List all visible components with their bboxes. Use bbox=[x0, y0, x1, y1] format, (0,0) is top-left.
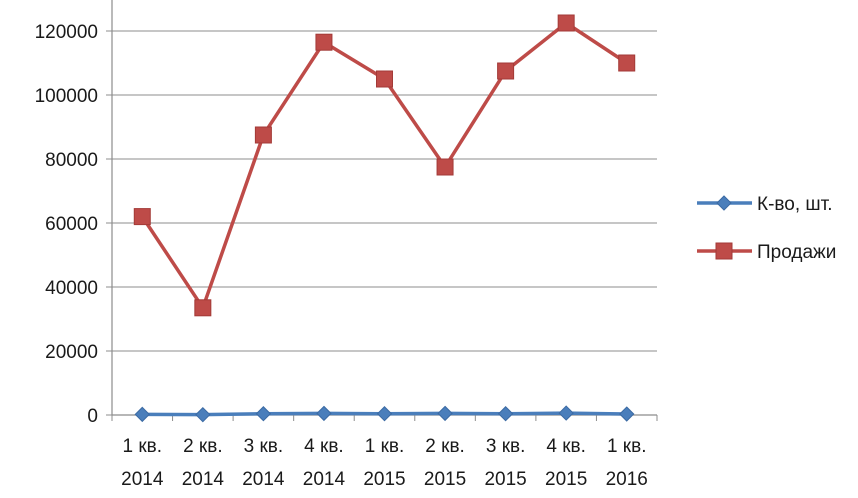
data-point bbox=[133, 208, 151, 226]
data-point bbox=[557, 14, 575, 32]
y-tick-label: 80000 bbox=[45, 150, 98, 171]
x-tick-label: 3 кв. 2014 bbox=[242, 436, 285, 490]
x-tick-label: 2 кв. 2015 bbox=[424, 436, 466, 490]
x-tick-label: 1 кв. 2015 bbox=[363, 436, 405, 490]
series-group bbox=[133, 14, 636, 423]
x-tick-label: 1 кв. 2014 bbox=[121, 436, 164, 490]
series-line bbox=[140, 21, 628, 310]
x-tick-label: 4 кв. 2015 bbox=[545, 436, 587, 490]
legend-label: К-во, шт. bbox=[757, 194, 833, 215]
x-tick-label: 1 кв. 2016 bbox=[606, 436, 648, 490]
legend-item: К-во, шт. bbox=[697, 194, 833, 215]
data-point bbox=[254, 126, 272, 144]
data-point bbox=[376, 70, 393, 88]
data-point bbox=[316, 405, 332, 422]
gridlines bbox=[112, 30, 657, 352]
legend: К-во, шт. Продажи bbox=[697, 194, 836, 263]
x-tick-label: 2 кв. 2014 bbox=[182, 436, 225, 490]
data-point bbox=[436, 158, 454, 176]
data-point bbox=[497, 62, 515, 80]
data-point bbox=[497, 406, 514, 422]
y-tick-label: 100000 bbox=[35, 86, 98, 107]
y-tick-label: 20000 bbox=[45, 342, 98, 363]
x-axis-ticks: 1 кв. 2014 2 кв. 2014 3 кв. 2014 4 кв. 2014 1 кв… bbox=[121, 436, 648, 490]
x-tick-label: 4 кв. 2014 bbox=[303, 436, 346, 490]
data-point bbox=[195, 406, 211, 423]
y-tick-label: 0 bbox=[87, 406, 98, 427]
data-point bbox=[134, 406, 150, 423]
data-point bbox=[558, 405, 574, 421]
y-tick-label: 120000 bbox=[35, 22, 98, 43]
data-point bbox=[194, 299, 212, 317]
data-point bbox=[618, 54, 636, 72]
y-tick-label: 40000 bbox=[45, 278, 98, 299]
data-point bbox=[376, 406, 393, 422]
legend-marker bbox=[715, 242, 733, 260]
series-quantity bbox=[134, 405, 635, 423]
x-tick-label: 3 кв. 2015 bbox=[484, 436, 526, 490]
data-point bbox=[255, 406, 272, 422]
legend-marker bbox=[716, 195, 732, 211]
data-point bbox=[437, 405, 453, 422]
legend-item: Продажи bbox=[697, 242, 836, 263]
legend-label: Продажи bbox=[757, 242, 836, 263]
series-sales bbox=[133, 14, 636, 317]
axes bbox=[106, 0, 658, 421]
y-tick-label: 60000 bbox=[45, 214, 98, 235]
y-axis-ticks: 0 20000 40000 60000 80000 100000 120000 bbox=[35, 22, 98, 427]
data-point bbox=[315, 33, 333, 51]
data-point bbox=[619, 406, 635, 422]
